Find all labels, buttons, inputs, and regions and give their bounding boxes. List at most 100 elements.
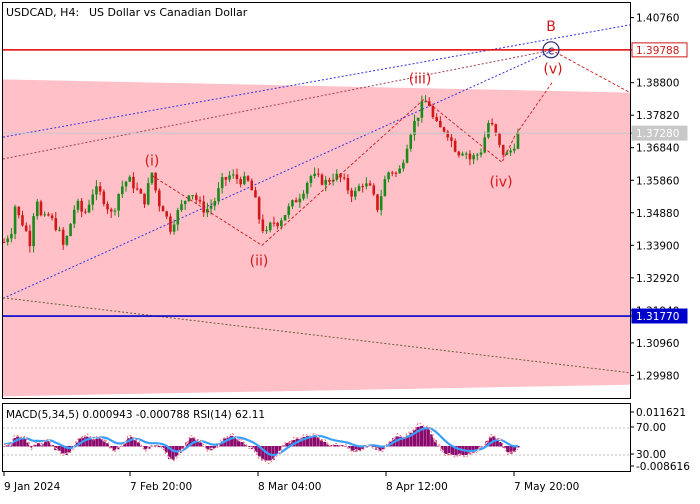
- macd-bar: [5, 445, 10, 447]
- candle-body: [6, 238, 9, 243]
- candle-body: [268, 222, 272, 231]
- candle-body: [431, 106, 435, 118]
- macd-bar: [43, 441, 47, 447]
- candle-body: [294, 200, 298, 203]
- candle-body: [379, 196, 383, 211]
- macd-bar: [205, 446, 210, 450]
- candle-body: [54, 218, 58, 230]
- macd-bar: [161, 446, 165, 449]
- candle-body: [383, 179, 387, 197]
- candle-body: [76, 200, 80, 210]
- candle: [453, 138, 457, 153]
- macd-bar: [378, 446, 382, 452]
- candle: [13, 204, 17, 240]
- candle-body: [291, 200, 294, 207]
- candle-body: [442, 127, 446, 132]
- candle: [98, 181, 102, 196]
- macd-bar: [416, 426, 420, 447]
- candle-body: [435, 117, 438, 121]
- candle: [158, 188, 161, 212]
- macd-bar: [261, 446, 265, 461]
- candle-body: [461, 153, 464, 156]
- candle: [220, 173, 224, 194]
- candle-body: [154, 172, 157, 191]
- candle-body: [313, 173, 316, 177]
- candle-body: [324, 179, 328, 185]
- candle-body: [505, 152, 509, 155]
- candle-body: [113, 210, 117, 212]
- candle-body: [501, 144, 505, 155]
- candle: [10, 228, 13, 243]
- candle-body: [106, 203, 109, 210]
- price-tick-label: 1.34880: [636, 208, 679, 220]
- candle: [376, 194, 379, 213]
- candle-body: [161, 206, 165, 212]
- price-tick-label: 1.37820: [636, 110, 679, 122]
- candle-body: [479, 152, 483, 155]
- candle: [169, 213, 172, 235]
- candle: [143, 193, 146, 208]
- macd-bar: [361, 446, 365, 450]
- macd-bar: [443, 446, 448, 454]
- wave-label: (iv): [489, 174, 512, 190]
- candle: [84, 208, 87, 215]
- candle-body: [320, 174, 324, 185]
- candle: [513, 143, 516, 154]
- macd-bar: [450, 446, 455, 456]
- candle-body: [98, 186, 102, 192]
- candle: [276, 221, 279, 230]
- macd-bar: [126, 438, 130, 447]
- time-tick-label: 8 Mar 04:00: [258, 481, 321, 493]
- candle: [187, 195, 191, 203]
- macd-bar: [509, 446, 513, 454]
- price-band: [3, 79, 630, 397]
- candle: [109, 207, 113, 218]
- candle: [165, 210, 169, 220]
- candle-body: [117, 194, 120, 211]
- macd-bar: [85, 436, 89, 447]
- macd-bar: [47, 440, 51, 447]
- macd-bar: [143, 446, 148, 450]
- candle-body: [339, 173, 342, 178]
- candle: [91, 189, 95, 211]
- candle-body: [176, 210, 180, 225]
- candle: [457, 150, 461, 158]
- candle-body: [95, 186, 98, 195]
- macd-bar: [67, 446, 72, 453]
- candle-body: [361, 186, 364, 188]
- candle-body: [309, 176, 313, 183]
- candle: [328, 177, 331, 184]
- macd-bar: [302, 436, 306, 447]
- candle-body: [317, 173, 320, 175]
- candle: [317, 168, 320, 178]
- candle-body: [124, 181, 128, 187]
- macd-bar: [485, 440, 489, 447]
- candle-body: [43, 214, 46, 216]
- candle: [24, 222, 28, 233]
- macd-bar: [150, 445, 154, 447]
- candle-body: [265, 230, 268, 232]
- candle: [224, 176, 228, 187]
- candle-body: [446, 131, 450, 138]
- candle: [320, 173, 324, 186]
- candle-body: [416, 117, 420, 121]
- candle: [357, 183, 361, 192]
- macd-bar: [399, 436, 403, 447]
- candle: [6, 235, 9, 246]
- macd-bar: [199, 442, 203, 447]
- candle: [416, 117, 420, 127]
- candle: [106, 201, 109, 214]
- candle-body: [172, 224, 176, 232]
- candle-body: [439, 120, 442, 128]
- price-tick-label: 1.40760: [636, 13, 679, 25]
- candle-body: [165, 211, 169, 217]
- macd-bar: [423, 426, 427, 447]
- price-tag-label: 1.39788: [636, 45, 679, 57]
- macd-bar: [171, 446, 175, 460]
- candle: [209, 199, 213, 215]
- candle: [198, 196, 202, 205]
- macd-bar: [212, 446, 217, 450]
- macd-bar: [154, 445, 158, 447]
- candle-body: [39, 201, 43, 216]
- candle-body: [468, 153, 472, 160]
